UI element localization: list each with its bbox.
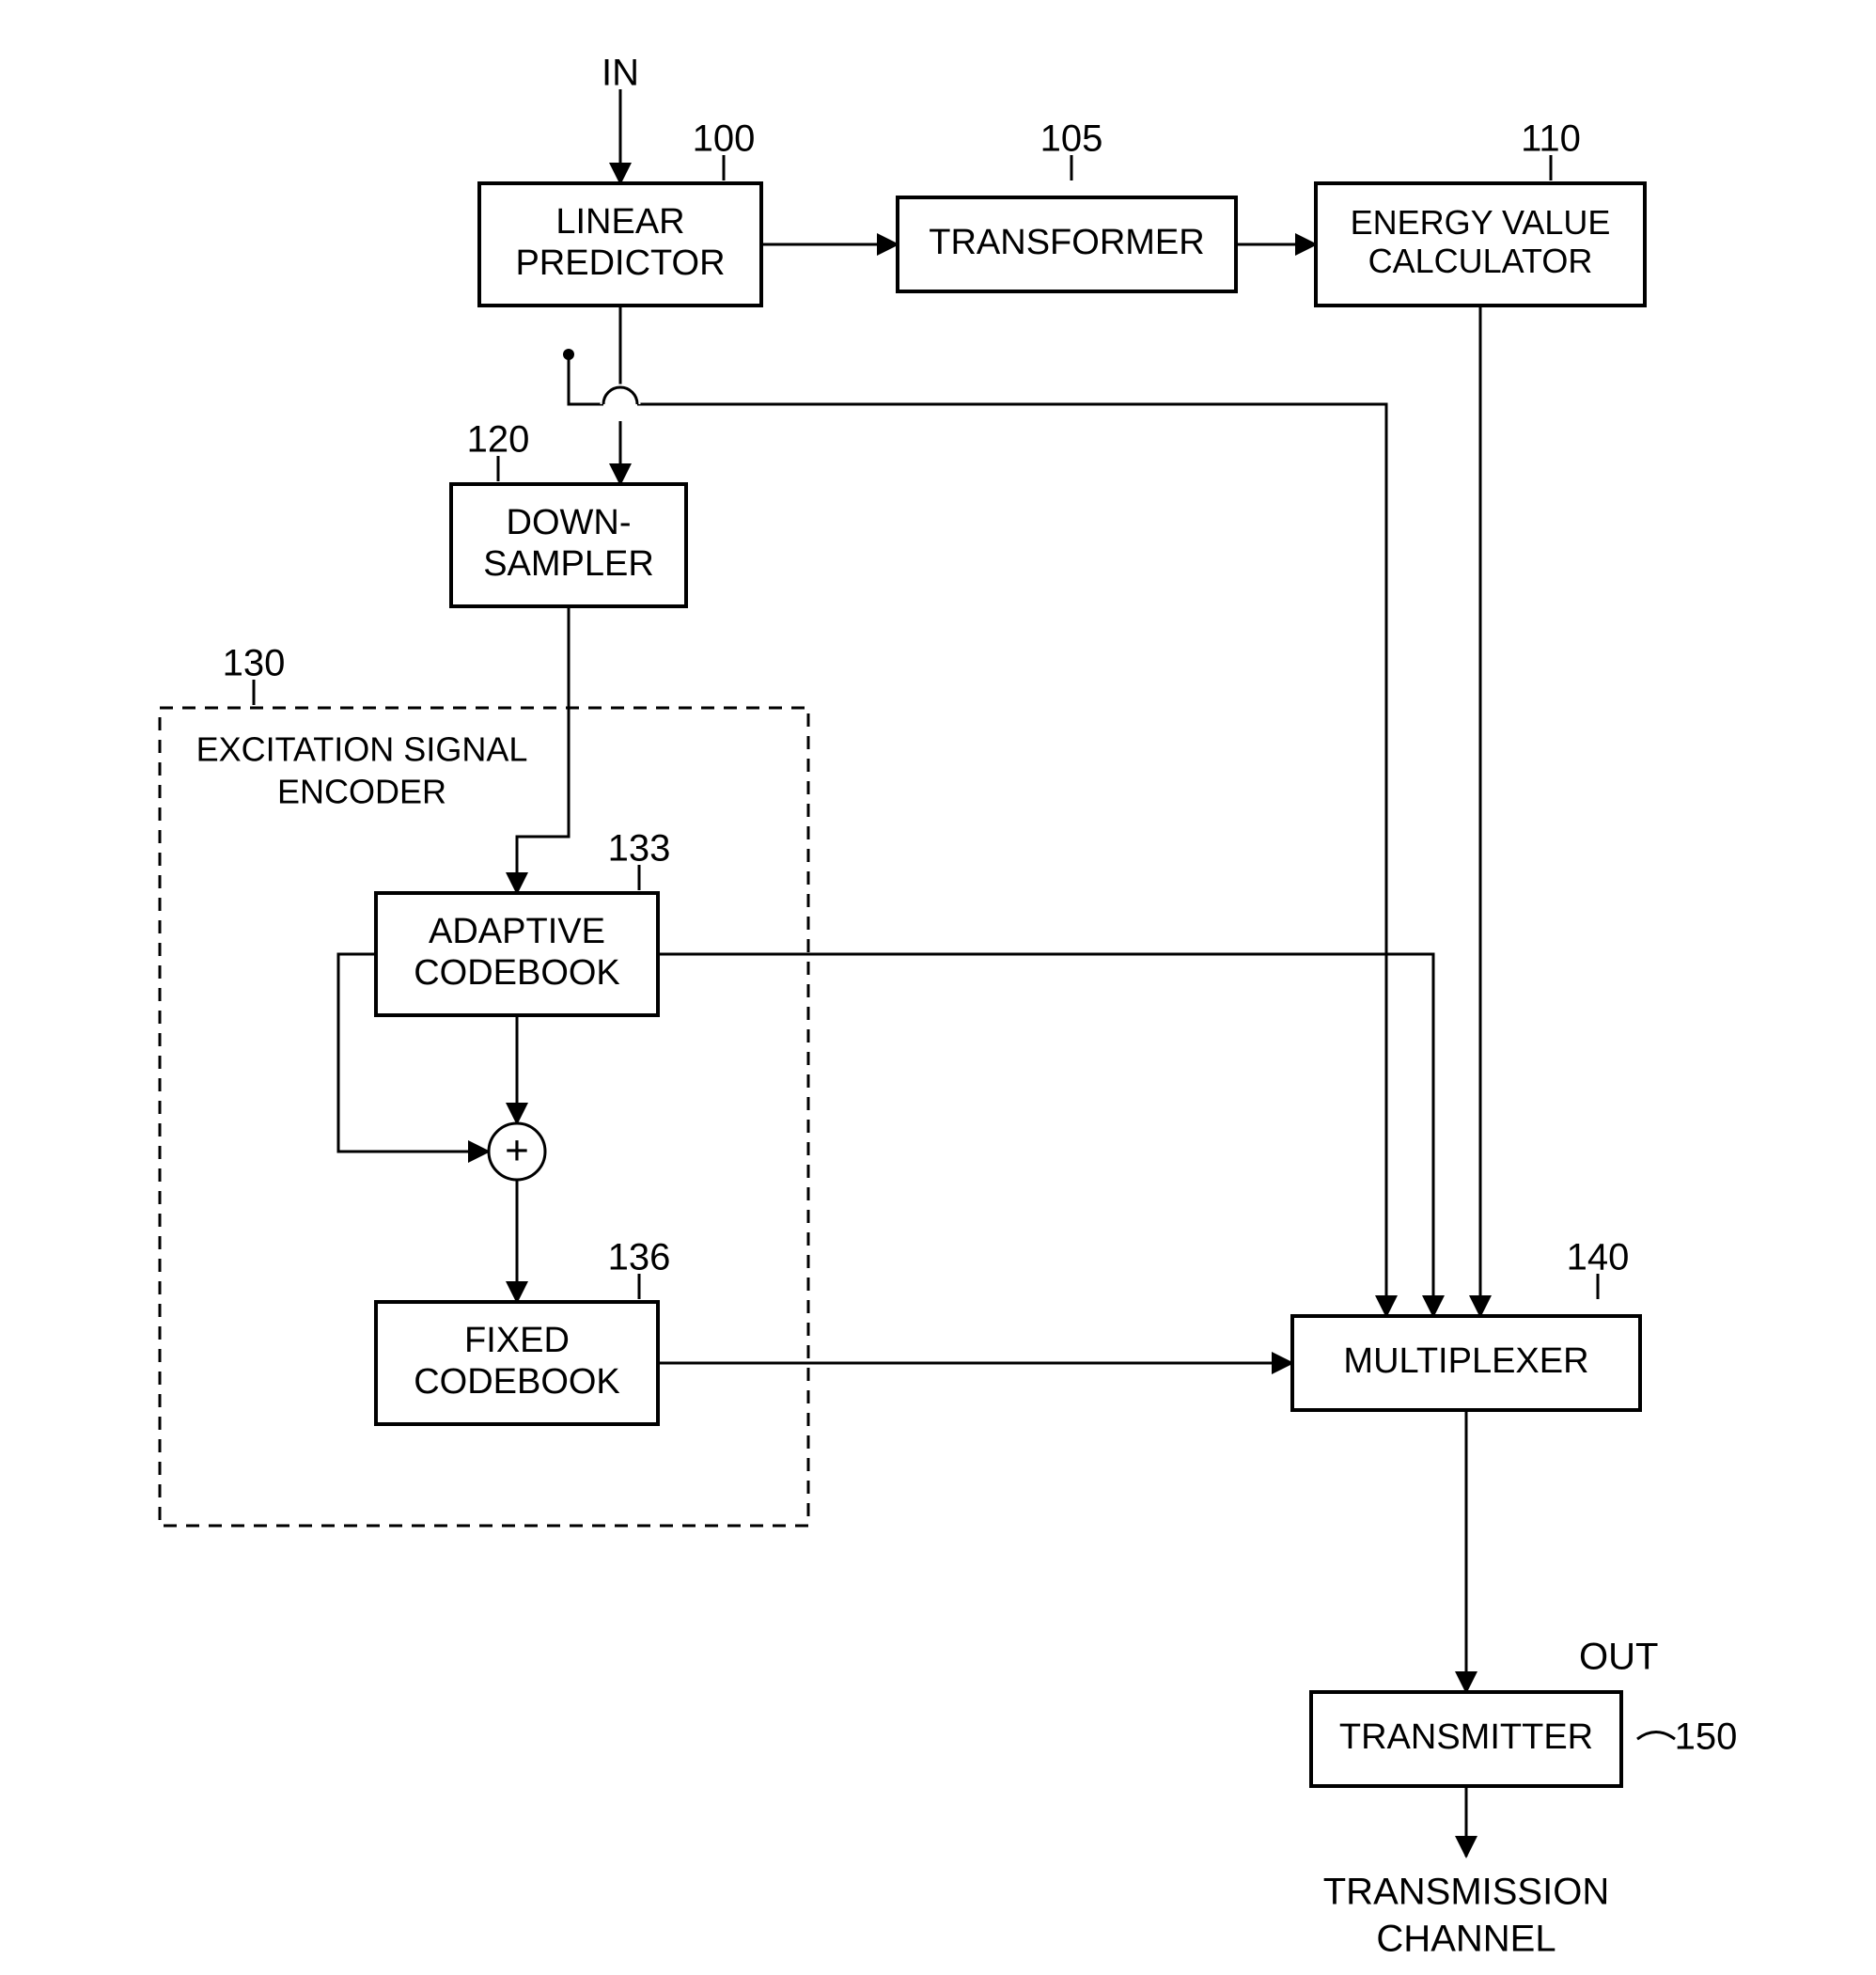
node-fixed_codebook-label-0: FIXED (464, 1321, 570, 1360)
node-adaptive_codebook-label-0: ADAPTIVE (429, 912, 605, 951)
label-channel: CHANNEL (1376, 1919, 1556, 1960)
junction-dot (563, 349, 574, 360)
refnum-105: 105 (1040, 118, 1103, 160)
node-down_sampler: DOWN-SAMPLER (451, 484, 686, 606)
refnum-140: 140 (1567, 1237, 1630, 1278)
bridge-knockout (603, 387, 637, 404)
node-linear_predictor-label-0: LINEAR (555, 202, 684, 242)
refnum-120: 120 (467, 419, 530, 461)
edge-lp_branch_to_bridge (569, 354, 603, 404)
group-title-line2: ENCODER (277, 773, 446, 811)
label-transmission: TRANSMISSION (1323, 1872, 1609, 1913)
edge-bridge_to_mux1 (637, 404, 1386, 1316)
node-adaptive_codebook: ADAPTIVECODEBOOK (376, 893, 658, 1015)
refnum-100: 100 (693, 118, 756, 160)
node-energy_calc: ENERGY VALUECALCULATOR (1316, 183, 1645, 306)
node-multiplexer: MULTIPLEXER (1292, 1316, 1640, 1410)
node-fixed_codebook-label-1: CODEBOOK (414, 1362, 620, 1402)
node-fixed_codebook: FIXEDCODEBOOK (376, 1302, 658, 1424)
summing-node-plus: + (505, 1128, 529, 1174)
node-transformer: TRANSFORMER (898, 197, 1236, 291)
node-energy_calc-label-0: ENERGY VALUE (1351, 203, 1611, 242)
refnum-110: 110 (1521, 118, 1581, 160)
node-transmitter: TRANSMITTER (1311, 1692, 1621, 1786)
summing-node: + (489, 1123, 545, 1180)
node-multiplexer-label-0: MULTIPLEXER (1343, 1341, 1588, 1381)
node-down_sampler-label-0: DOWN- (507, 503, 632, 542)
node-energy_calc-label-1: CALCULATOR (1368, 242, 1593, 280)
refnum-133: 133 (608, 828, 671, 870)
group-title-line1: EXCITATION SIGNAL (196, 730, 528, 769)
label-out: OUT (1579, 1637, 1658, 1678)
refnum-150: 150 (1675, 1716, 1738, 1758)
refnum-130: 130 (223, 643, 286, 684)
node-linear_predictor: LINEARPREDICTOR (479, 183, 761, 306)
node-transformer-label-0: TRANSFORMER (929, 223, 1204, 262)
node-linear_predictor-label-1: PREDICTOR (515, 243, 725, 283)
refnum-136: 136 (608, 1237, 671, 1278)
label-in: IN (602, 53, 639, 94)
node-down_sampler-label-1: SAMPLER (483, 544, 654, 584)
edge-ac_to_mux (658, 954, 1433, 1316)
node-adaptive_codebook-label-1: CODEBOOK (414, 953, 620, 993)
node-transmitter-label-0: TRANSMITTER (1339, 1717, 1593, 1757)
refnum-leader-150 (1637, 1732, 1675, 1740)
